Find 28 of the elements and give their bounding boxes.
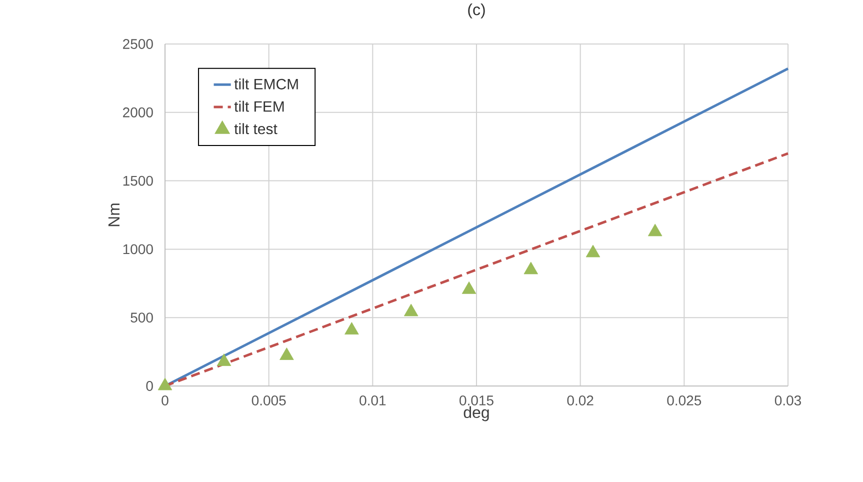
legend-label: tilt EMCM xyxy=(234,78,298,90)
chart-title: (c) xyxy=(468,4,485,18)
y-tick-label: 2000 xyxy=(123,107,153,118)
y-tick-label: 500 xyxy=(130,312,153,323)
y-tick-label: 2500 xyxy=(123,39,153,49)
x-tick-label: 0.03 xyxy=(774,396,801,406)
y-tick-label: 1500 xyxy=(123,176,153,186)
x-axis-title: deg xyxy=(464,406,489,422)
y-tick-label: 1000 xyxy=(123,244,153,254)
x-tick-label: 0.02 xyxy=(567,396,594,406)
x-tick-label: 0.015 xyxy=(460,396,494,406)
point xyxy=(344,322,359,335)
x-tick-label: 0.025 xyxy=(667,396,702,406)
x-tick-label: 0 xyxy=(162,396,168,406)
point xyxy=(648,224,662,236)
x-tick-label: 0.005 xyxy=(252,396,286,406)
point xyxy=(524,262,538,274)
point xyxy=(586,244,600,258)
point xyxy=(216,354,232,366)
legend-label: tilt test xyxy=(234,123,278,134)
y-tick-label: 0 xyxy=(146,381,153,391)
y-axis-title: Nm xyxy=(108,204,120,226)
point xyxy=(404,304,418,316)
legend-label: tilt FEM xyxy=(234,100,284,112)
point xyxy=(280,348,294,360)
point xyxy=(462,281,476,294)
x-tick-label: 0.01 xyxy=(360,396,386,406)
point xyxy=(158,378,172,390)
